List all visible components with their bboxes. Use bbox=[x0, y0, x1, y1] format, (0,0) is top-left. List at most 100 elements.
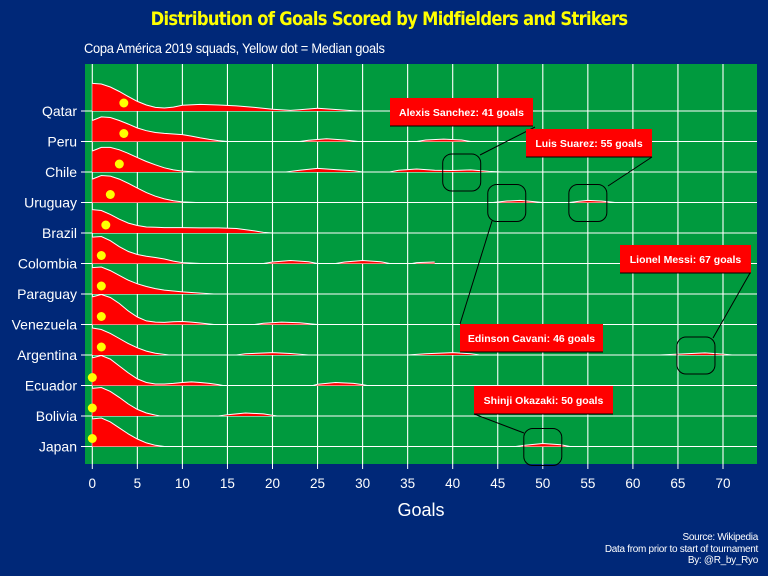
ridge-outline bbox=[569, 199, 615, 203]
y-tick-label: Bolivia bbox=[36, 408, 77, 424]
annotation-luis-suarez: Luis Suarez: 55 goals bbox=[526, 129, 653, 222]
chart-subtitle: Copa América 2019 squads, Yellow dot = M… bbox=[84, 40, 385, 56]
label-box bbox=[390, 98, 533, 126]
y-tick-label: Argentina bbox=[17, 347, 77, 363]
ridge-argentina bbox=[92, 327, 733, 356]
x-tick-label: 65 bbox=[670, 476, 685, 491]
ridge-outline bbox=[389, 168, 503, 173]
ridge-paraguay bbox=[92, 266, 214, 295]
ridge-fill bbox=[236, 352, 309, 355]
y-tick-label: Chile bbox=[45, 164, 77, 180]
ridge-colombia bbox=[92, 235, 435, 264]
ridge-fill bbox=[493, 200, 543, 203]
x-axis: 0 5 10 15 20 25 30 35 40 45 50 55 60 65 70 bbox=[89, 464, 731, 491]
ridge-outline bbox=[263, 259, 318, 264]
x-tick-label: 5 bbox=[134, 476, 142, 491]
x-tick-label: 70 bbox=[715, 476, 730, 491]
ridge-fill bbox=[313, 382, 368, 386]
ridge-outline bbox=[493, 199, 543, 203]
x-tick-label: 35 bbox=[400, 476, 415, 491]
x-tick-label: 25 bbox=[310, 476, 325, 491]
ridge-fill bbox=[218, 413, 278, 416]
leader-line bbox=[712, 272, 751, 339]
ridge-chile bbox=[92, 146, 503, 173]
y-tick-label: Peru bbox=[47, 134, 77, 150]
label-box bbox=[460, 324, 603, 352]
ridge-brazil bbox=[92, 209, 273, 234]
ridge-outline bbox=[92, 235, 201, 264]
caption-author: By: @R_by_Ryo bbox=[687, 555, 758, 566]
ridge-bolivia bbox=[87, 386, 278, 417]
label-text: Luis Suarez: 55 goals bbox=[535, 138, 643, 150]
label-text: Lionel Messi: 67 goals bbox=[630, 254, 742, 266]
y-axis: Qatar Peru Chile Uruguay Brazil Colombia Parag… bbox=[12, 103, 85, 455]
ridge-outline bbox=[285, 167, 363, 173]
y-tick-label: Colombia bbox=[18, 256, 77, 272]
caption: Source: Wikipedia Data from prior to sta… bbox=[605, 532, 758, 567]
annotation-edinson-cavani: Edinson Cavani: 46 goals bbox=[459, 184, 603, 353]
ridge-outline bbox=[407, 352, 480, 356]
ridge-fill bbox=[92, 418, 165, 447]
x-tick-label: 20 bbox=[265, 476, 280, 491]
x-tick-label: 30 bbox=[355, 476, 370, 491]
ridge-outline bbox=[412, 261, 435, 264]
ridge-fill bbox=[286, 168, 363, 172]
highlight-circle bbox=[487, 184, 527, 222]
highlight-circle bbox=[568, 184, 608, 222]
ridge-outline bbox=[236, 352, 309, 356]
x-tick-label: 10 bbox=[175, 476, 190, 491]
ridge-fill bbox=[515, 443, 570, 447]
highlight-circle bbox=[523, 428, 563, 466]
ridge-outline bbox=[92, 116, 228, 142]
ridge-outline bbox=[299, 138, 359, 142]
highlight-circle bbox=[676, 336, 716, 375]
ridge-fill bbox=[335, 260, 390, 264]
ridge-outline bbox=[515, 442, 570, 447]
median-dot bbox=[96, 281, 106, 291]
label-box bbox=[526, 129, 652, 157]
label-text: Alexis Sanchez: 41 goals bbox=[399, 107, 524, 119]
ridge-fill bbox=[263, 260, 318, 264]
x-tick-label: 45 bbox=[490, 476, 505, 491]
leader-line bbox=[607, 156, 653, 187]
y-tick-label: Paraguay bbox=[17, 286, 77, 302]
ridge-outline bbox=[312, 381, 368, 386]
median-dot bbox=[119, 129, 129, 138]
ridge-venezuela bbox=[92, 293, 318, 325]
chart-title: Distribution of Goals Scored by Midfield… bbox=[150, 8, 629, 30]
median-dot bbox=[119, 98, 129, 108]
caption-note: Data from prior to start of tournament bbox=[604, 543, 758, 555]
ridge-outline bbox=[92, 417, 165, 447]
median-dot bbox=[87, 373, 97, 382]
x-tick-label: 40 bbox=[445, 476, 460, 491]
y-tick-label: Brazil bbox=[42, 225, 77, 241]
ridge-fill bbox=[92, 175, 196, 203]
y-tick-label: Qatar bbox=[42, 103, 77, 119]
median-dot bbox=[101, 220, 111, 230]
ridge-outline bbox=[92, 327, 169, 356]
ridge-fill bbox=[92, 209, 273, 233]
median-dot bbox=[105, 190, 115, 199]
ridge-fill bbox=[92, 294, 214, 325]
highlight-circle bbox=[442, 153, 482, 192]
x-axis-title: Goals bbox=[397, 500, 444, 520]
ridge-uruguay bbox=[92, 174, 615, 203]
caption-source: Source: Wikipedia bbox=[682, 532, 759, 543]
x-tick-label: 55 bbox=[580, 476, 595, 491]
median-dot bbox=[96, 312, 106, 321]
ridge-outline bbox=[254, 321, 318, 325]
ridge-outline bbox=[92, 354, 224, 386]
median-dot bbox=[96, 342, 106, 352]
ridge-outline bbox=[92, 386, 160, 417]
x-tick-label: 50 bbox=[535, 476, 550, 491]
ridge-outline bbox=[92, 174, 196, 203]
label-text: Shinji Okazaki: 50 goals bbox=[484, 395, 604, 407]
y-tick-label: Venezuela bbox=[12, 317, 78, 333]
ridge-outline bbox=[92, 266, 214, 295]
leader-line bbox=[459, 220, 493, 325]
ridge-fill bbox=[92, 387, 160, 416]
annotation-shinji-okazaki: Shinji Okazaki: 50 goals bbox=[473, 386, 613, 466]
median-dot bbox=[96, 251, 106, 260]
median-dot bbox=[114, 159, 124, 169]
